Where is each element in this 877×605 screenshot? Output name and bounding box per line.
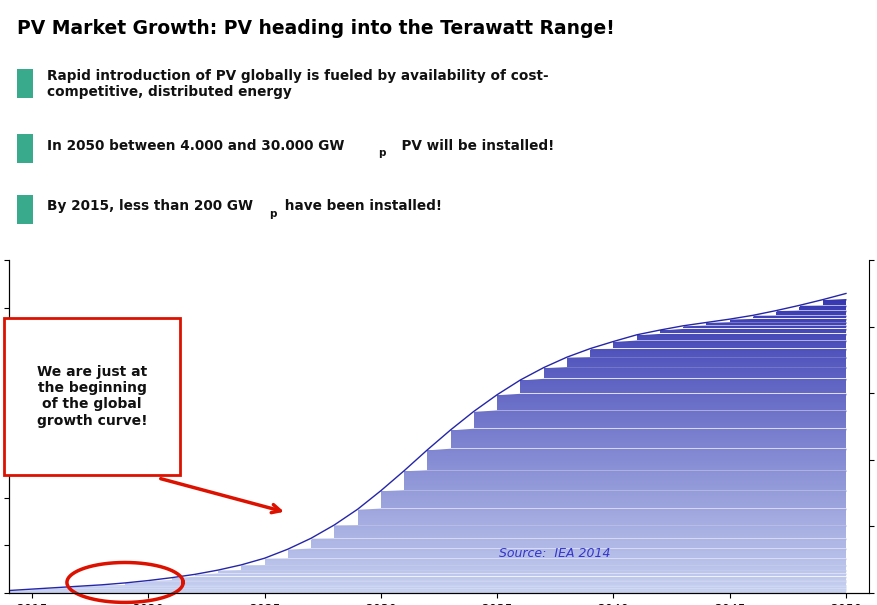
Bar: [18, 134, 32, 163]
Bar: [18, 68, 32, 98]
Bar: [18, 195, 32, 224]
Text: Rapid introduction of PV globally is fueled by availability of cost-
competitive: Rapid introduction of PV globally is fue…: [47, 68, 548, 99]
Text: PV will be installed!: PV will be installed!: [391, 139, 553, 152]
Text: p: p: [377, 148, 385, 157]
Text: In 2050 between 4.000 and 30.000 GW: In 2050 between 4.000 and 30.000 GW: [47, 139, 345, 152]
Text: By 2015, less than 200 GW: By 2015, less than 200 GW: [47, 200, 253, 214]
Text: have been installed!: have been installed!: [280, 200, 441, 214]
FancyBboxPatch shape: [4, 318, 180, 475]
Text: p: p: [268, 209, 276, 218]
Text: We are just at
the beginning
of the global
growth curve!: We are just at the beginning of the glob…: [37, 365, 147, 428]
Text: PV Market Growth: PV heading into the Terawatt Range!: PV Market Growth: PV heading into the Te…: [18, 19, 615, 38]
Text: Source:  IEA 2014: Source: IEA 2014: [499, 547, 610, 560]
